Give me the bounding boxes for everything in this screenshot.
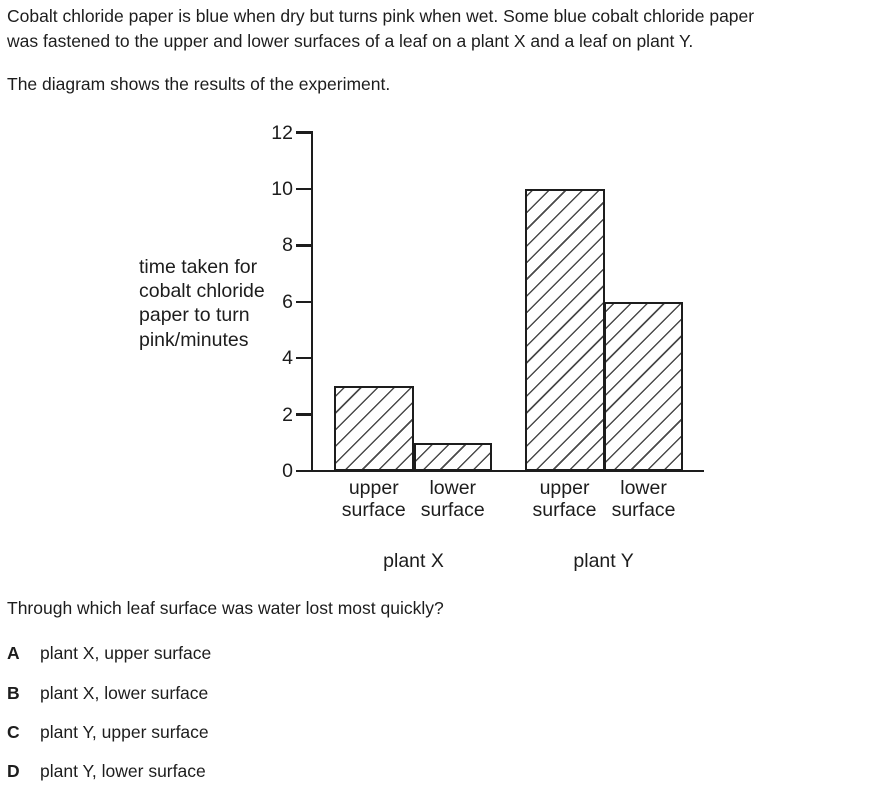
option-a-text: plant X, upper surface bbox=[40, 643, 212, 663]
option-c-text: plant Y, upper surface bbox=[40, 722, 209, 742]
option-c-letter: C bbox=[7, 722, 20, 742]
x-label-plant-x-lower-surface: lower surface bbox=[420, 477, 485, 521]
y-tick-0 bbox=[295, 469, 313, 473]
option-b-text: plant X, lower surface bbox=[40, 683, 209, 703]
x-label-plant-x-upper-surface: upper surface bbox=[341, 477, 406, 521]
option-a-letter: A bbox=[7, 643, 20, 663]
diagram-caption: The diagram shows the results of the exp… bbox=[7, 74, 391, 94]
y-tick-8 bbox=[295, 244, 313, 247]
y-tick-6 bbox=[295, 300, 313, 303]
bar-plant-y-upper-surface bbox=[524, 189, 605, 471]
group-label-plant-y: plant Y bbox=[573, 550, 634, 572]
y-tick-label-4: 4 bbox=[282, 347, 293, 370]
option-b-letter: B bbox=[7, 683, 20, 703]
bar-plant-x-lower-surface bbox=[414, 442, 492, 471]
x-label-plant-y-lower-surface: lower surface bbox=[611, 477, 676, 521]
y-tick-label-6: 6 bbox=[282, 290, 293, 313]
y-tick-label-0: 0 bbox=[282, 460, 293, 482]
y-tick-12 bbox=[295, 131, 313, 134]
y-tick-label-10: 10 bbox=[271, 178, 293, 200]
y-tick-label-2: 2 bbox=[282, 403, 293, 426]
bar-plant-y-lower-surface bbox=[604, 301, 683, 471]
bar-plant-x-upper-surface bbox=[334, 386, 414, 471]
y-tick-2 bbox=[295, 413, 313, 416]
y-tick-label-8: 8 bbox=[282, 234, 293, 257]
y-tick-10 bbox=[295, 187, 313, 191]
intro-paragraph: Cobalt chloride paper is blue when dry b… bbox=[7, 6, 755, 51]
option-d-text: plant Y, lower surface bbox=[40, 761, 206, 781]
group-label-plant-x: plant X bbox=[383, 550, 444, 572]
option-d-letter: D bbox=[7, 761, 20, 781]
results-bar-chart: time taken for cobalt chloride paper to … bbox=[139, 121, 704, 572]
x-axis-line bbox=[295, 469, 704, 473]
x-label-plant-y-upper-surface: upper surface bbox=[532, 477, 597, 521]
y-axis-label: time taken for cobalt chloride paper to … bbox=[139, 256, 265, 351]
question-text: Through which leaf surface was water los… bbox=[7, 598, 444, 618]
y-tick-4 bbox=[295, 357, 313, 360]
y-tick-label-12: 12 bbox=[271, 121, 293, 144]
